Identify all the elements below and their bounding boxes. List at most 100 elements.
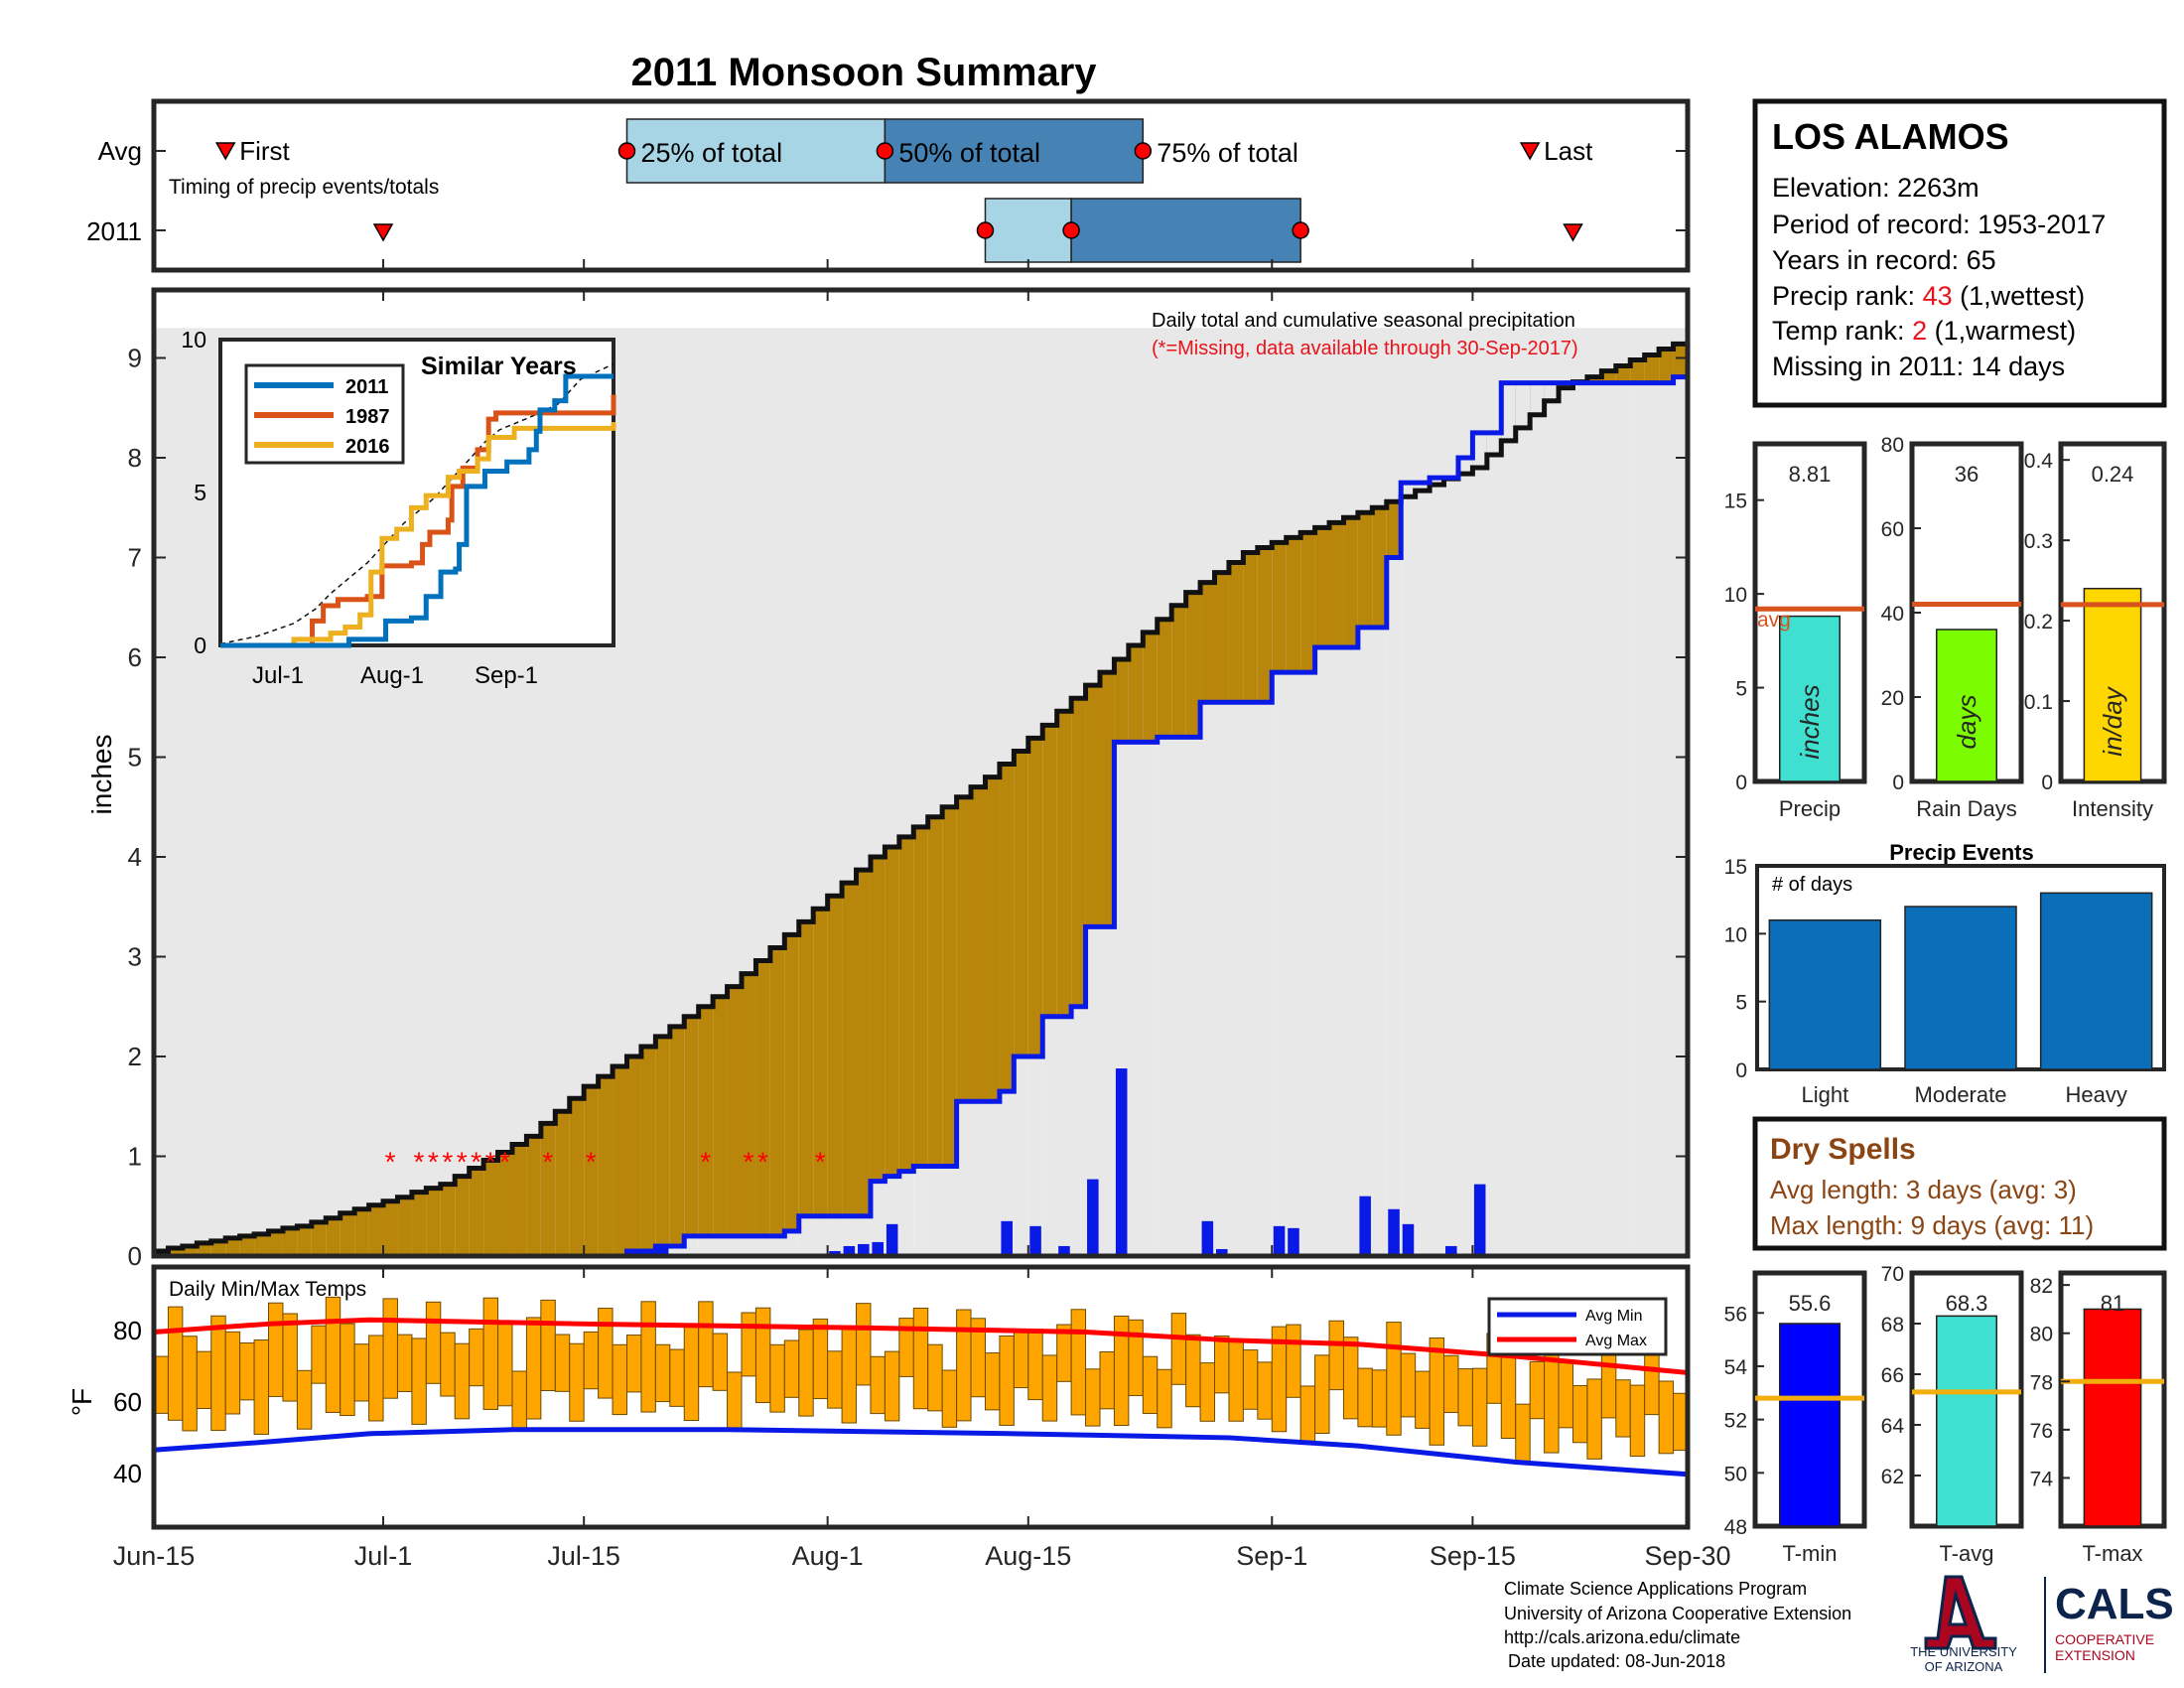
deficit-area [397,1196,413,1256]
precip-rank-note: (1,wettest) [1953,281,2086,311]
year-cum-area [742,1235,757,1256]
y-tick-3: 3 [128,942,142,972]
events-title: Precip Events [1889,840,2034,865]
daily-temp-bar [1242,1349,1259,1410]
daily-temp-bar [253,1339,270,1435]
daily-temp-bar [1027,1331,1043,1401]
deficit-area [511,1144,528,1256]
x-tick-0: Jun-15 [113,1541,196,1571]
coop-line2: EXTENSION [2055,1647,2135,1663]
missing-marker: * [499,1147,510,1178]
tavg-ytick: 64 [1881,1415,1905,1438]
daily-temp-bars [153,1296,1689,1462]
year-cum-area [1085,926,1101,1256]
tmax-bar [2083,1308,2142,1527]
daily-temp-bar [1500,1344,1517,1440]
daily-temp-bar [1286,1324,1301,1398]
deficit-area [1185,592,1201,738]
deficit-area [426,1188,442,1256]
daily-temp-bar [1099,1351,1115,1410]
daily-temp-bar [1586,1378,1602,1460]
x-tick-5: Sep-1 [1236,1541,1307,1571]
daily-temp-bar [1571,1384,1588,1444]
daily-temp-bar [1070,1309,1087,1416]
daily-temp-bar [1157,1368,1172,1429]
coop-line1: COOPERATIVE [2055,1631,2154,1647]
precip-value: 8.81 [1789,462,1832,487]
daily-precip-bar [1273,1225,1286,1256]
year-cum-area [1257,702,1273,1256]
deficit-area [742,973,757,1236]
inset-xtick-aug: Aug-1 [360,662,424,689]
precip-rank-value: 43 [1923,281,1953,311]
ua-a-icon [1924,1575,1997,1650]
daily-temp-bar [625,1335,642,1393]
x-tick-4: Aug-15 [985,1541,1071,1571]
year-cum-area [1214,702,1230,1256]
deficit-area [1243,552,1259,703]
daily-temp-bar [669,1348,685,1407]
deficit-area [1386,501,1402,558]
year-cum-area [999,1091,1015,1256]
daily-temp-bar [382,1298,398,1399]
daily-temp-bar [754,1307,771,1404]
deficit-area [1200,582,1216,703]
daily-temp-bar [912,1307,929,1410]
year-cum-area [755,1235,771,1256]
deficit-area [197,1242,212,1256]
deficit-area [1056,711,1072,1017]
daily-temp-bar [1386,1322,1402,1436]
raindays-ytick: 60 [1881,518,1904,541]
deficit-area [1314,527,1330,647]
dry-spells-box: Dry Spells Avg length: 3 days (avg: 3) M… [1752,1116,2167,1251]
y-tick-7: 7 [128,543,142,573]
tmin-ytick: 48 [1724,1516,1747,1539]
year-cum-area [1027,1056,1043,1256]
daily-temp-bar [1199,1362,1216,1422]
deficit-area [1143,632,1159,743]
deficit-area [239,1235,255,1256]
daily-temp-bar [325,1296,341,1413]
deficit-area [311,1221,327,1256]
daily-temp-bar [927,1343,943,1412]
intensity-chart: 0.24 0 0.1 0.2 0.3 0.4 in/day Intensity [2024,441,2167,821]
legend-avg-max: Avg Max [1585,1333,1647,1349]
year-cum-area [1286,672,1301,1256]
deficit-area [669,1026,685,1246]
deficit-area [1343,517,1359,647]
year-cum-area [1014,1056,1029,1256]
y-tick-6: 6 [128,642,142,672]
deficit-area [1114,659,1130,743]
deficit-area [368,1204,384,1256]
precip-events-chart: Precip Events # of days 0 5 10 15 Light Moder… [1724,840,2166,1107]
daily-temp-bar [1328,1320,1344,1391]
daily-temp-bar [1644,1349,1660,1416]
deficit-area [613,1066,628,1256]
daily-temp-bar [282,1313,298,1402]
daily-temp-bar [1185,1334,1201,1408]
page-title: 2011 Monsoon Summary [630,51,1097,94]
inset-title: Similar Years [421,352,577,380]
temp-rank-value: 2 [1912,316,1927,346]
deficit-area [713,996,729,1236]
events-label-moderate: Moderate [1915,1082,2007,1107]
year-cum-area [1501,382,1517,1256]
station-elevation: Elevation: 2263m [1772,173,1979,203]
deficit-area [1300,532,1316,673]
temps-ytick-80: 80 [113,1316,142,1345]
temp-rank-label: Temp rank: [1772,316,1912,346]
events-ytick: 10 [1724,923,1747,946]
deficit-area [1171,605,1187,738]
dry-spells-max: Max length: 9 days (avg: 11) [1770,1210,2094,1240]
missing-marker: * [815,1147,826,1178]
deficit-area [885,846,900,1177]
tavg-ytick: 62 [1881,1466,1904,1488]
raindays-ytick: 40 [1881,603,1904,626]
tavg-value: 68.3 [1946,1291,1988,1316]
footer-line3: http://cals.arizona.edu/climate [1504,1627,1740,1647]
raindays-label: Rain Days [1916,796,2016,821]
tmin-ytick: 50 [1724,1463,1747,1485]
events-bar-heavy [2039,892,2153,1070]
deficit-area [698,1006,714,1236]
precip-rank-label: Precip rank: [1772,281,1923,311]
